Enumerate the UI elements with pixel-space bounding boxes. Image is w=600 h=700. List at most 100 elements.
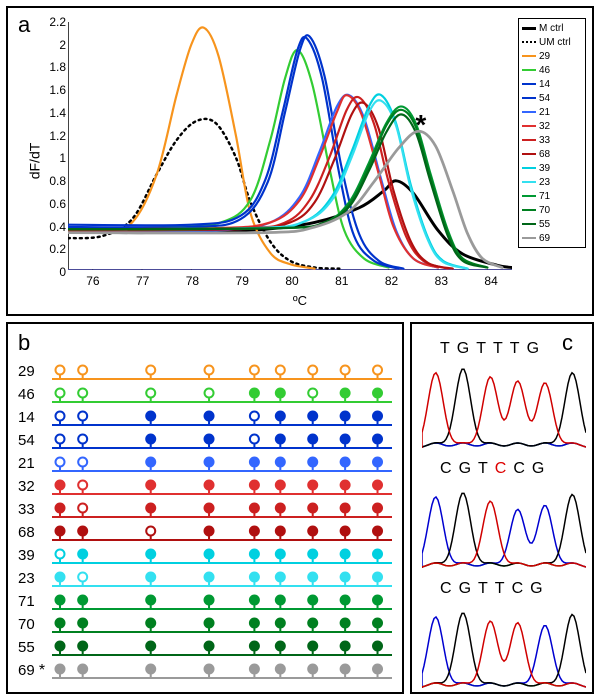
lollipop-row: 39 xyxy=(18,544,392,567)
legend-label: 69 xyxy=(539,233,550,244)
legend-label: 71 xyxy=(539,191,550,202)
legend-item: M ctrl xyxy=(522,21,582,35)
panel-a-label: a xyxy=(18,12,30,38)
legend-swatch xyxy=(522,195,536,197)
y-tick-label: 0.6 xyxy=(44,197,66,211)
legend-item: 14 xyxy=(522,77,582,91)
asterisk-marker: * xyxy=(415,109,426,141)
lollipop-row: 68 xyxy=(18,521,392,544)
y-tick-label: 0.8 xyxy=(44,174,66,188)
chromatogram xyxy=(422,600,586,688)
legend-swatch xyxy=(522,139,536,141)
lollipop-row: 54 xyxy=(18,429,392,452)
lollipop-row-label: 46 xyxy=(18,386,52,403)
lollipop-track xyxy=(52,360,392,383)
legend-item: 46 xyxy=(522,63,582,77)
lollipop-track xyxy=(52,659,392,682)
legend-label: 55 xyxy=(539,219,550,230)
lollipop-row-label: 54 xyxy=(18,432,52,449)
legend-label: 39 xyxy=(539,163,550,174)
lollipop-track xyxy=(52,590,392,613)
lollipop-row-label: 33 xyxy=(18,501,52,518)
panel-a: a dF/dT ºC 00.20.40.60.811.21.41.61.822.… xyxy=(6,6,594,316)
lollipop-track xyxy=(52,406,392,429)
lollipop-row-label: 29 xyxy=(18,363,52,380)
lollipop-row-label: 68 xyxy=(18,524,52,541)
legend-item: 55 xyxy=(522,217,582,231)
lollipop-track xyxy=(52,475,392,498)
lollipop-track xyxy=(52,452,392,475)
lollipop-row: 29 xyxy=(18,360,392,383)
legend-swatch xyxy=(522,167,536,169)
legend-label: 29 xyxy=(539,51,550,62)
legend-label: 32 xyxy=(539,121,550,132)
y-tick-label: 2 xyxy=(44,38,66,52)
x-tick-label: 77 xyxy=(136,274,149,288)
lollipop-row-label: 71 xyxy=(18,593,52,610)
legend-item: UM ctrl xyxy=(522,35,582,49)
legend-label: 54 xyxy=(539,93,550,104)
panel-b: b 2946145421323368392371705569 * xyxy=(6,322,404,694)
lollipop-row-label: 39 xyxy=(18,547,52,564)
lollipop-row-label: 23 xyxy=(18,570,52,587)
lollipop-row-label: 69 * xyxy=(18,662,52,680)
legend-swatch xyxy=(522,41,536,43)
x-axis-label: ºC xyxy=(293,293,307,308)
legend-swatch xyxy=(522,237,536,239)
y-axis-label: dF/dT xyxy=(26,143,42,180)
lollipop-row: 55 xyxy=(18,636,392,659)
x-tick-label: 83 xyxy=(435,274,448,288)
lollipop-rows: 29 46 14 54 21 32 33 68 39 23 71 70 55 69 * xyxy=(18,360,392,682)
legend-swatch xyxy=(522,209,536,211)
lollipop-track xyxy=(52,498,392,521)
lollipop-row-label: 55 xyxy=(18,639,52,656)
lollipop-row: 23 xyxy=(18,567,392,590)
legend-label: 70 xyxy=(539,205,550,216)
x-tick-label: 80 xyxy=(285,274,298,288)
sequence-label: CGTCCG xyxy=(440,460,551,478)
chromatogram xyxy=(422,480,586,568)
legend-swatch xyxy=(522,111,536,113)
legend-swatch xyxy=(522,181,536,183)
x-tick-label: 78 xyxy=(186,274,199,288)
lollipop-row: 32 xyxy=(18,475,392,498)
lollipop-row: 46 xyxy=(18,383,392,406)
legend-label: M ctrl xyxy=(539,23,563,34)
legend-swatch xyxy=(522,125,536,127)
legend-swatch xyxy=(522,55,536,57)
lollipop-track xyxy=(52,383,392,406)
lollipop-row-label: 21 xyxy=(18,455,52,472)
legend: M ctrl UM ctrl 2946 14 5421 323368 39 23 71 70 55 6… xyxy=(518,18,586,248)
panel-c-label: c xyxy=(562,330,573,356)
legend-item: 69 xyxy=(522,231,582,245)
lollipop-row: 71 xyxy=(18,590,392,613)
legend-label: 23 xyxy=(539,177,550,188)
legend-item: 32 xyxy=(522,119,582,133)
y-tick-label: 1.2 xyxy=(44,129,66,143)
sequence-label: CGTTCG xyxy=(440,580,550,598)
legend-label: UM ctrl xyxy=(539,37,571,48)
y-tick-label: 1.6 xyxy=(44,83,66,97)
legend-swatch xyxy=(522,97,536,99)
y-tick-label: 0.2 xyxy=(44,242,66,256)
x-tick-label: 82 xyxy=(385,274,398,288)
legend-item: 23 xyxy=(522,175,582,189)
y-tick-label: 0.4 xyxy=(44,220,66,234)
legend-swatch xyxy=(522,153,536,155)
legend-item: 21 xyxy=(522,105,582,119)
lollipop-row: 69 * xyxy=(18,659,392,682)
chromatogram xyxy=(422,360,586,448)
y-tick-label: 1.8 xyxy=(44,60,66,74)
legend-item: 39 xyxy=(522,161,582,175)
legend-label: 14 xyxy=(539,79,550,90)
lollipop-row: 21 xyxy=(18,452,392,475)
legend-item: 29 xyxy=(522,49,582,63)
x-tick-label: 84 xyxy=(484,274,497,288)
lollipop-row: 70 xyxy=(18,613,392,636)
lollipop-row: 14 xyxy=(18,406,392,429)
lollipop-track xyxy=(52,521,392,544)
legend-swatch xyxy=(522,83,536,85)
figure-root: a dF/dT ºC 00.20.40.60.811.21.41.61.822.… xyxy=(0,0,600,700)
legend-item: 68 xyxy=(522,147,582,161)
legend-item: 33 xyxy=(522,133,582,147)
